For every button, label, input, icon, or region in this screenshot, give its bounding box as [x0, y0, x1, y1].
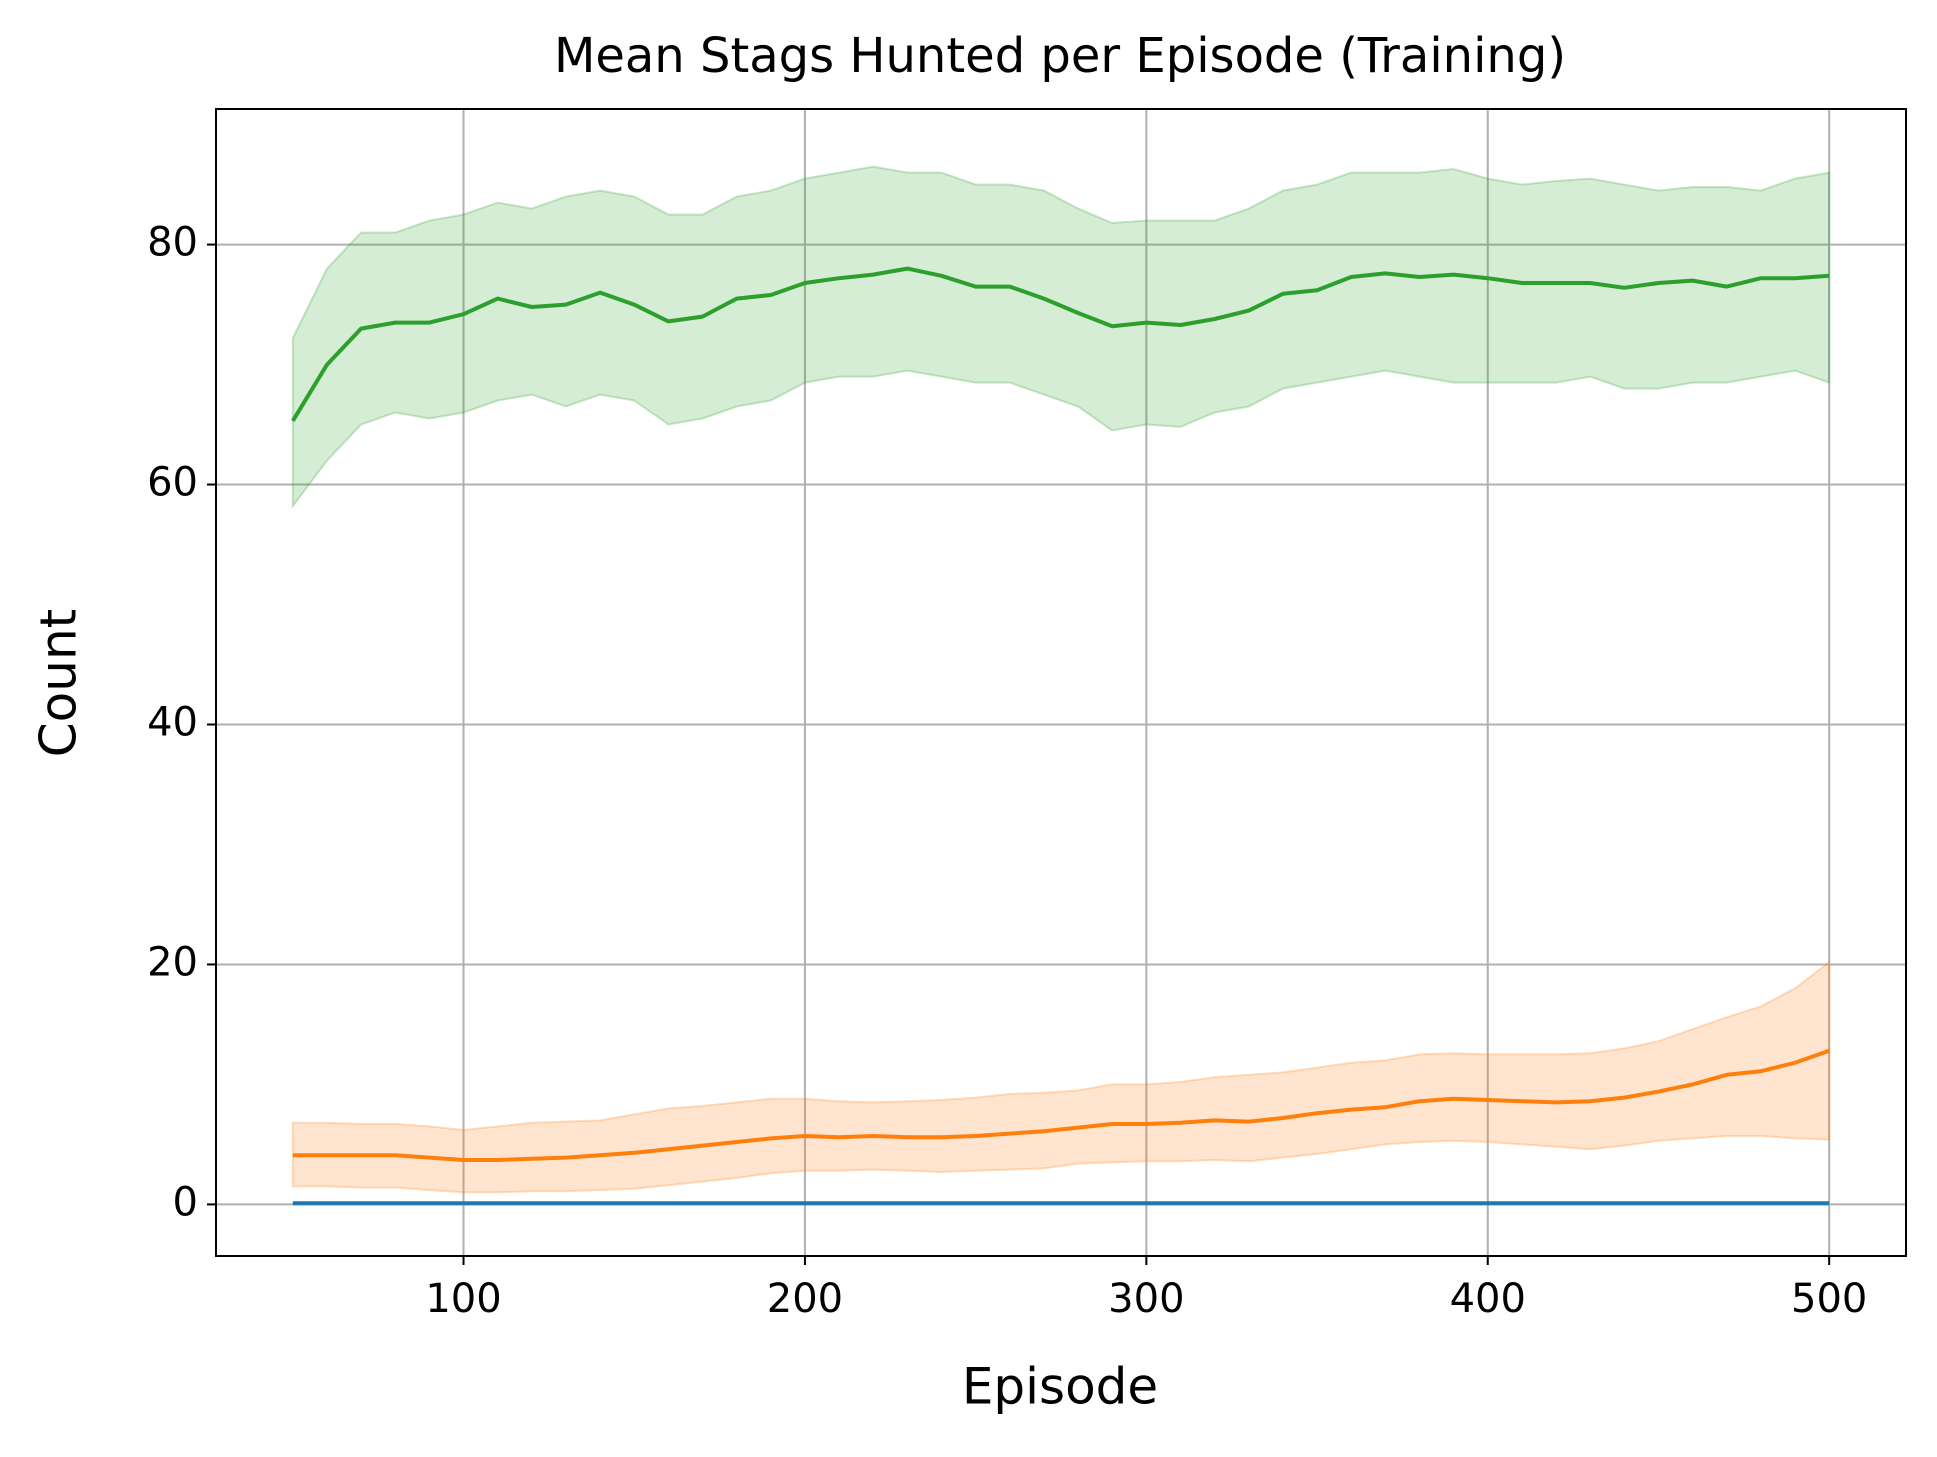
- y-tick-label: 0: [173, 1179, 198, 1225]
- y-tick-label: 60: [147, 460, 198, 506]
- band: [291, 165, 1831, 510]
- line: [291, 266, 1830, 422]
- band: [291, 960, 1831, 1194]
- chart-title: Mean Stags Hunted per Episode (Training): [554, 28, 1566, 84]
- x-tick-label: 400: [1450, 1276, 1526, 1322]
- x-tick-label: 500: [1791, 1276, 1867, 1322]
- plot-frame: [215, 108, 1907, 1257]
- y-tick-label: 40: [147, 699, 198, 745]
- x-tick-label: 300: [1108, 1276, 1184, 1322]
- y-axis-label: Count: [30, 609, 88, 758]
- y-tick-label: 80: [147, 220, 198, 266]
- y-tick-label: 20: [147, 939, 198, 985]
- x-tick-label: 100: [425, 1276, 501, 1322]
- line: [292, 1048, 1830, 1162]
- x-tick-label: 200: [767, 1276, 843, 1322]
- x-axis-label: Episode: [962, 1358, 1158, 1416]
